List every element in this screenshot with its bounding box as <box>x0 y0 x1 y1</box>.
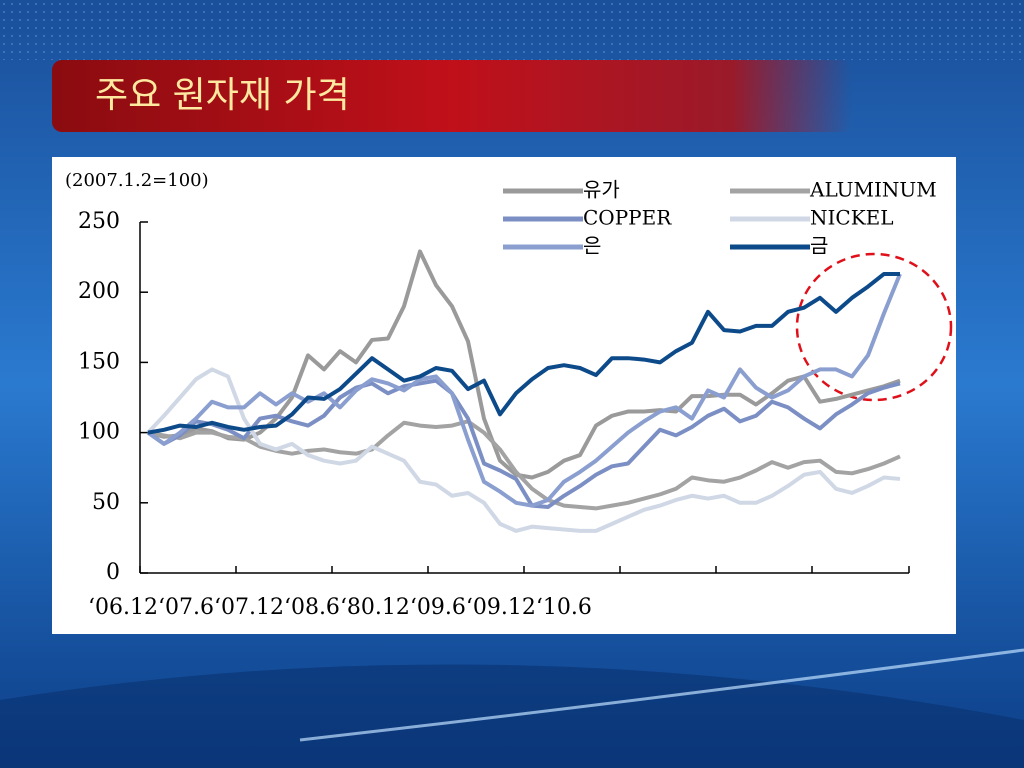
legend-label: 금 <box>810 234 828 258</box>
y-tick-label: 0 <box>106 560 120 585</box>
series-line <box>146 273 902 508</box>
y-axis-label: (2007.1.2=100) <box>65 170 209 191</box>
chart-panel <box>52 157 956 634</box>
slide-title: 주요 원자재 가격 <box>95 75 350 116</box>
wave-line <box>299 648 1024 742</box>
y-tick-label: 150 <box>78 349 120 374</box>
series-line <box>147 249 901 480</box>
x-tick-label: ‘07.12 <box>214 595 284 620</box>
legend-label: NICKEL <box>810 206 894 230</box>
legend-label: 은 <box>583 234 601 258</box>
y-tick-label: 250 <box>78 209 120 234</box>
x-tick-label: ‘80.12 <box>340 595 410 620</box>
dot-pattern <box>0 0 1024 60</box>
y-tick-label: 200 <box>78 279 120 304</box>
legend-label: COPPER <box>583 206 672 230</box>
legend-label: ALUMINUM <box>809 178 937 202</box>
title-banner <box>52 60 852 132</box>
chart: (2007.1.2=100) 0 50 100 150 200 250 ‘06.12‘07.6… <box>65 170 937 620</box>
x-tick-labels: ‘06.12‘07.6‘07.12‘08.6‘80.12‘09.6‘09.12‘… <box>88 595 592 620</box>
y-tick-label: 50 <box>92 490 120 515</box>
series-line <box>146 367 901 533</box>
x-tick-label: ‘09.12 <box>466 595 536 620</box>
x-tick-label: ‘10.6 <box>536 595 592 620</box>
x-tick-label: ‘08.6 <box>284 595 340 620</box>
highlight-circle <box>795 252 953 402</box>
x-tick-label: ‘07.6 <box>158 595 214 620</box>
x-tick-label: ‘06.12 <box>88 595 158 620</box>
series-line <box>147 271 900 435</box>
legend-label: 유가 <box>583 178 620 202</box>
y-tick-label: 100 <box>78 420 120 445</box>
series-line <box>146 378 901 510</box>
x-tick-label: ‘09.6 <box>410 595 466 620</box>
